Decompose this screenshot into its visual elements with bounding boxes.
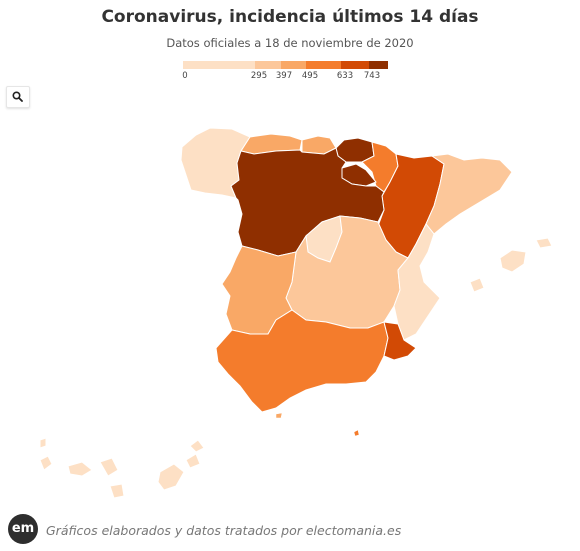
region-melilla[interactable]: Melilla [353,429,360,437]
region-cataluna[interactable]: Cataluña [425,153,513,235]
region-ceuta[interactable]: Ceuta [275,412,283,419]
footer-credit: Gráficos elaborados y datos tratados por… [46,523,402,538]
legend-tick-5: 743 [363,71,381,81]
chart-title: Coronavirus, incidencia últimos 14 días [101,7,479,27]
legend-bin-2 [281,61,306,69]
legend-tick-3: 495 [301,71,319,81]
legend-bin-3 [306,61,341,69]
region-andalucia[interactable]: Andalucía [215,309,389,413]
legend-bin-4 [341,61,369,69]
electomania-logo: em [8,514,38,544]
search-icon [12,91,23,102]
legend-tick-2: 397 [275,71,293,81]
region-baleares[interactable]: Illes Balears [469,237,553,293]
legend-tick-4: 633 [336,71,354,81]
chart-subtitle: Datos oficiales a 18 de noviembre de 202… [166,36,414,50]
region-castilla-leon[interactable]: Castilla y León [230,147,385,257]
legend-bin-5 [369,61,388,69]
legend-bin-1 [255,61,281,69]
legend-bin-0 [183,61,255,69]
region-canarias[interactable]: Canarias [39,437,205,499]
color-legend: 0 295 397 495 633 743 [182,61,388,85]
legend-tick-0: 0 [182,71,188,81]
region-murcia[interactable]: Región de Murcia [383,321,417,361]
legend-tick-1: 295 [250,71,268,81]
zoom-search-button[interactable] [6,86,30,108]
spain-map: Galicia Asturias Cantabria País Vasco Na… [39,127,553,499]
